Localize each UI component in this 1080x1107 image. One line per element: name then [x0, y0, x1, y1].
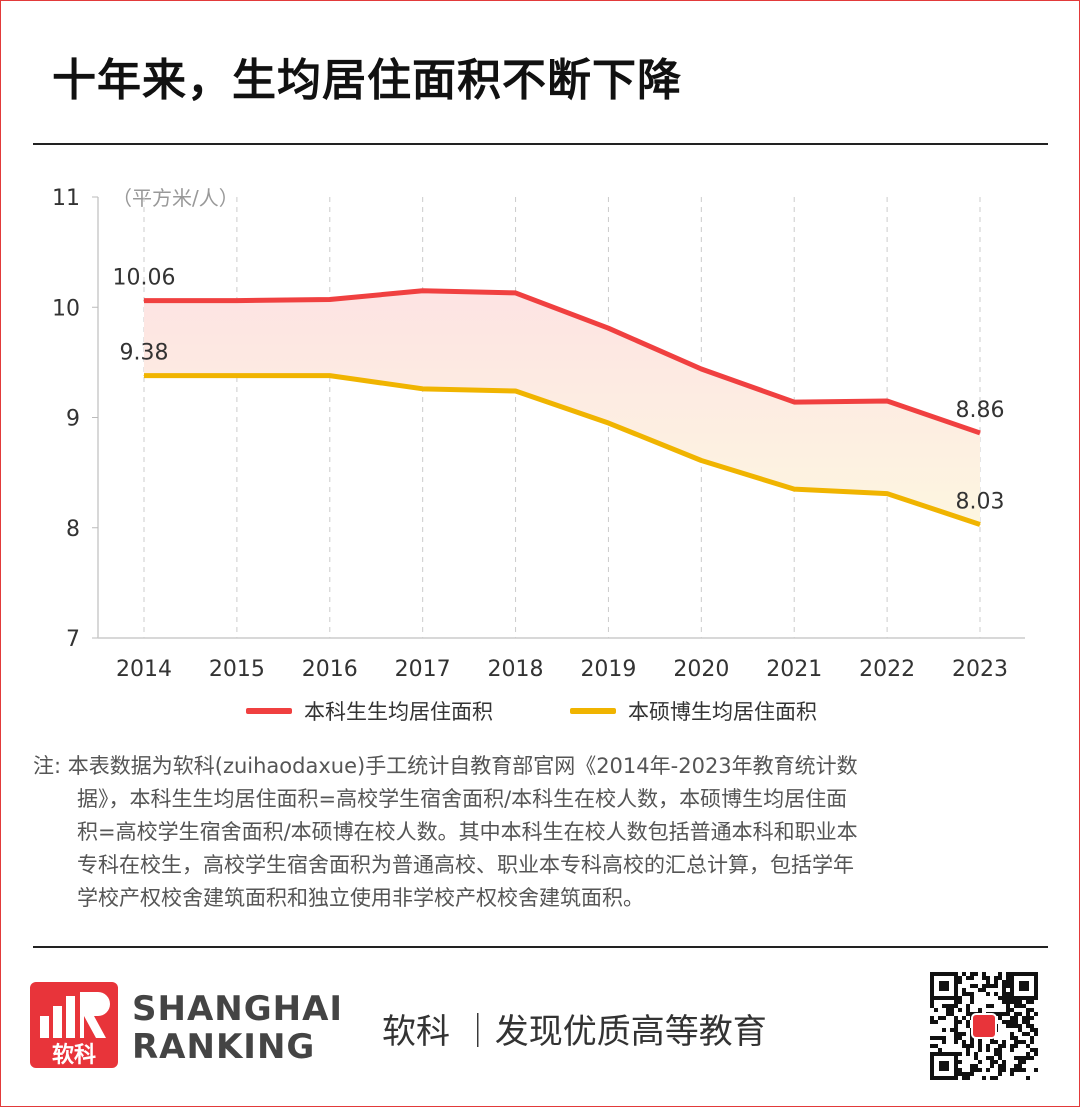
- data-point: [329, 375, 331, 377]
- data-point: [236, 300, 238, 302]
- y-tick-label: 8: [66, 517, 80, 542]
- data-point: [422, 290, 424, 292]
- x-tick-label: 2017: [395, 657, 451, 680]
- footnote: 注: 本表数据为软科(zuihaodaxue)手工统计自教育部官网《2014年-…: [33, 750, 858, 915]
- series-line-0: [144, 288, 981, 436]
- x-tick-label: 2019: [580, 657, 636, 680]
- logo-icon: 软科: [40, 992, 110, 1068]
- footer-divider: [33, 946, 1048, 948]
- x-tick-label: 2020: [673, 657, 729, 680]
- data-label: 8.03: [956, 489, 1005, 514]
- note-line: 本表数据为软科(zuihaodaxue)手工统计自教育部官网《2014年-202…: [67, 754, 858, 778]
- shanghai-ranking-logo: 软科: [30, 982, 118, 1068]
- data-point: [329, 299, 331, 301]
- note-prefix: 注:: [33, 754, 62, 778]
- data-point: [515, 292, 517, 294]
- data-point: [979, 432, 981, 434]
- data-point: [143, 375, 145, 377]
- note-line: 专科在校生，高校学生宿舍面积为普通高校、职业本专科高校的汇总计算，包括学年: [77, 853, 854, 877]
- data-label: 8.86: [956, 398, 1005, 423]
- legend-label: 本科生生均居住面积: [304, 700, 493, 724]
- legend-swatch-red: [246, 708, 292, 714]
- data-point: [886, 400, 888, 402]
- legend-label: 本硕博生均居住面积: [628, 700, 817, 724]
- data-point: [143, 300, 145, 302]
- data-point: [236, 375, 238, 377]
- slogan: 软科 ｜发现优质高等教育: [382, 1012, 767, 1052]
- svg-text:软科: 软科: [52, 1042, 96, 1068]
- note-line: 据》，本科生生均居住面积=高校学生宿舍面积/本科生在校人数，本硕博生均居住面: [77, 787, 848, 811]
- data-point: [515, 390, 517, 392]
- data-point: [700, 459, 702, 461]
- brand-line: SHANGHAI: [132, 989, 344, 1029]
- note-line: 学校产权校舍建筑面积和独立使用非学校产权校舍建筑面积。: [77, 886, 644, 910]
- brand-name: SHANGHAI RANKING: [132, 990, 343, 1066]
- x-tick-label: 2015: [209, 657, 265, 680]
- x-tick-label: 2022: [859, 657, 915, 680]
- x-tick-label: 2023: [952, 657, 1008, 680]
- data-label: 9.38: [120, 341, 169, 366]
- x-tick-label: 2016: [302, 657, 358, 680]
- x-tick-label: 2018: [488, 657, 544, 680]
- legend-item-undergrad: 本科生生均居住面积: [246, 696, 493, 726]
- data-point: [979, 523, 981, 525]
- y-tick-label: 9: [66, 407, 80, 432]
- series-line-1: [144, 373, 981, 527]
- line-chart: 7 8 9 10 11 （平方米/人） 2014 2015 2016 2017 2018 2019 20…: [52, 186, 1025, 680]
- data-point: [422, 388, 424, 390]
- y-axis-unit: （平方米/人）: [112, 186, 239, 210]
- title-divider: [33, 143, 1048, 145]
- data-point: [607, 327, 609, 329]
- data-point: [607, 422, 609, 424]
- legend-item-all: 本硕博生均居住面积: [570, 696, 817, 726]
- qr-code: [930, 972, 1038, 1080]
- data-point: [793, 488, 795, 490]
- legend-swatch-yellow: [570, 708, 616, 714]
- x-tick-label: 2014: [116, 657, 172, 680]
- data-label: 10.06: [113, 266, 176, 291]
- y-tick-label: 7: [66, 627, 80, 652]
- note-line: 积=高校学生宿舍面积/本硕博在校人数。其中本科生在校人数包括普通本科和职业本: [77, 820, 858, 844]
- x-tick-label: 2021: [766, 657, 822, 680]
- y-tick-label: 10: [52, 296, 80, 321]
- data-point: [793, 401, 795, 403]
- y-tick-label: 11: [52, 186, 80, 211]
- data-point: [886, 493, 888, 495]
- brand-line: RANKING: [132, 1027, 316, 1067]
- page-title: 十年来，生均居住面积不断下降: [52, 55, 682, 106]
- shaded-band: [144, 290, 980, 525]
- data-point: [700, 368, 702, 370]
